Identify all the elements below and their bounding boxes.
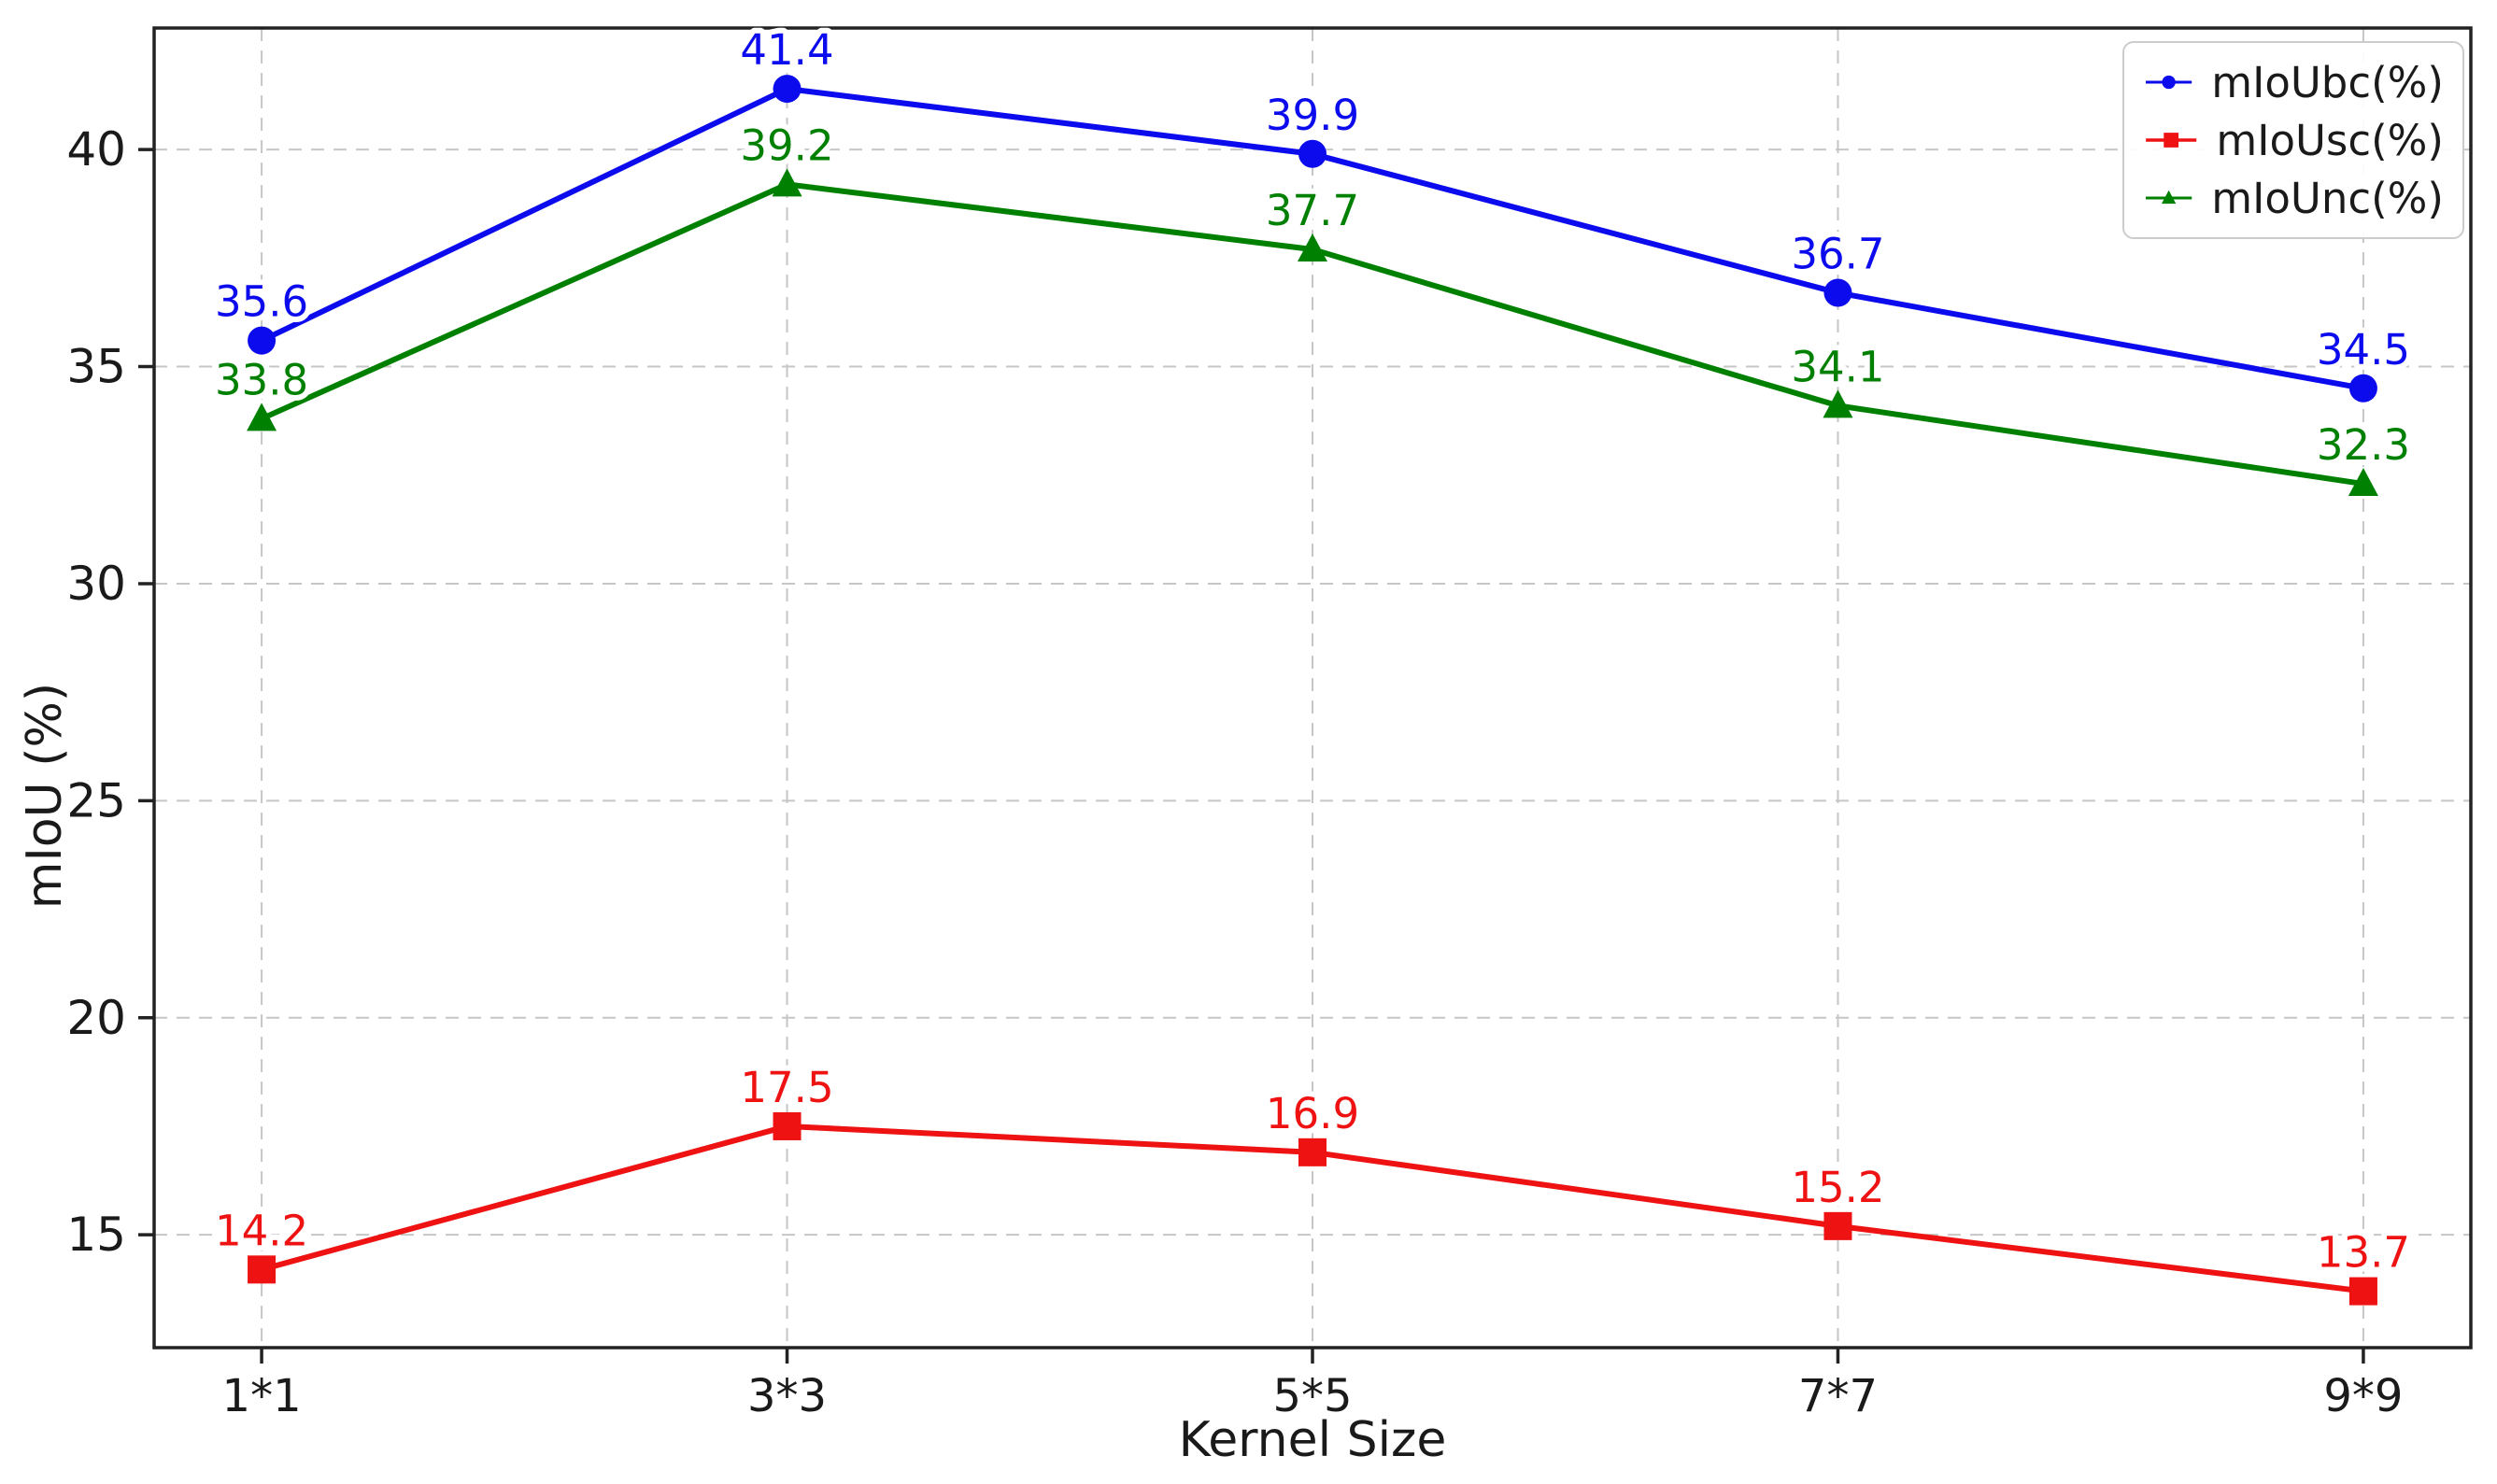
data-point-label: 14.2 [215,1206,308,1255]
data-point-marker [2348,1277,2377,1306]
data-point-label: 16.9 [1266,1089,1359,1138]
legend-item-1: mIoUsc(%) [2145,114,2444,166]
data-point-marker [773,1111,802,1140]
legend-marker-icon [2146,133,2197,148]
legend-item-label: mIoUsc(%) [2216,115,2444,165]
x-axis-title: Kernel Size [1178,1412,1447,1468]
data-point-label: 35.6 [215,277,308,327]
data-point-label: 41.4 [740,25,833,75]
y-tick-label: 35 [66,340,126,394]
data-point-marker [2164,133,2179,148]
y-tick-label: 30 [66,557,126,611]
data-point-label: 33.8 [215,355,308,404]
x-tick-label: 3*3 [747,1370,827,1422]
data-point-label: 34.1 [1791,342,1884,391]
data-point-marker [248,1255,277,1284]
y-tick-label: 25 [66,773,126,827]
x-tick-label: 5*5 [1272,1370,1352,1422]
data-point-label: 37.7 [1266,186,1359,235]
data-point-marker [1823,1211,1852,1240]
data-point-marker [773,75,802,104]
data-point-label: 39.9 [1266,91,1359,140]
data-point-marker [248,326,277,355]
data-point-marker [1823,278,1852,307]
legend-item-2: mIoUnc(%) [2145,172,2444,224]
data-point-label: 13.7 [2317,1228,2410,1278]
legend: mIoUbc(%) mIoUsc(%) mIoUnc(%) [2122,41,2464,239]
legend-item-label: mIoUnc(%) [2211,173,2444,223]
x-tick-label: 1*1 [222,1370,302,1422]
y-tick-label: 20 [66,991,126,1045]
data-point-marker [2162,75,2176,90]
data-point-label: 15.2 [1791,1163,1884,1212]
data-point-label: 32.3 [2317,420,2410,470]
x-tick-label: 7*7 [1798,1370,1878,1422]
legend-marker-icon [2146,190,2192,205]
data-point-marker [2161,190,2177,205]
y-axis-title: mIoU (%) [17,682,73,910]
y-tick-label: 40 [66,122,126,177]
x-tick-label: 9*9 [2323,1370,2403,1422]
data-point-marker [247,403,277,431]
data-point-marker [1298,139,1327,168]
data-point-label: 36.7 [1791,230,1884,279]
data-point-label: 39.2 [740,120,833,170]
legend-marker-icon [2146,75,2192,90]
data-point-marker [772,168,802,197]
data-point-marker [1298,1138,1327,1166]
data-point-marker [1823,389,1853,418]
data-point-marker [2348,374,2377,403]
data-point-label: 17.5 [740,1063,833,1112]
y-tick-label: 15 [66,1208,126,1262]
data-point-marker [2348,468,2378,497]
legend-item-label: mIoUbc(%) [2211,57,2444,107]
data-point-label: 34.5 [2317,325,2410,375]
data-point-marker [1298,233,1327,262]
legend-item-0: mIoUbc(%) [2145,56,2444,108]
